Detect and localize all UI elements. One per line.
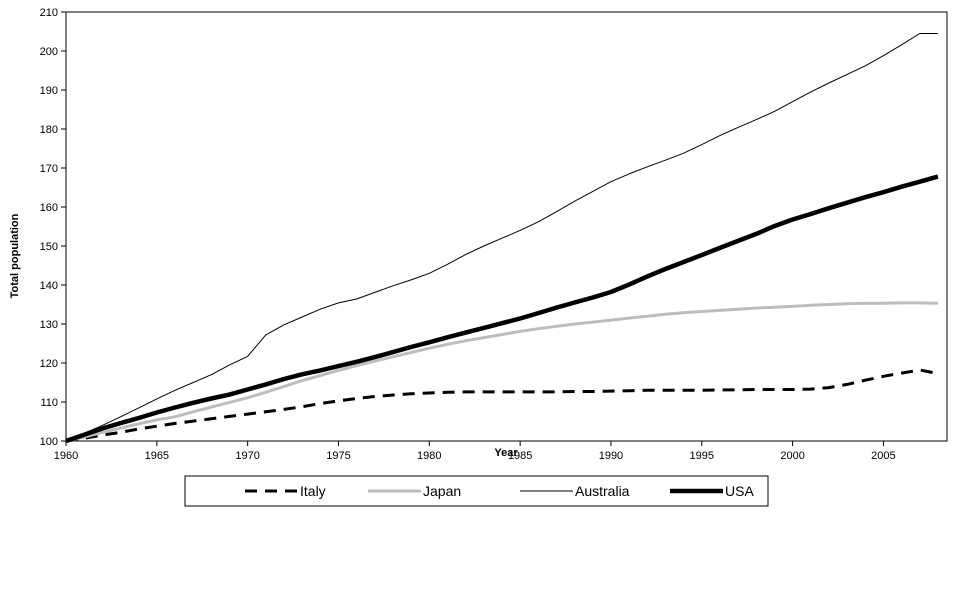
y-tick-label: 210 — [40, 7, 58, 19]
y-tick-label: 110 — [40, 397, 58, 409]
y-tick-label: 100 — [40, 436, 58, 448]
x-tick-label: 1970 — [235, 450, 259, 462]
y-axis-title: Total population — [9, 213, 21, 298]
y-tick-label: 150 — [40, 241, 58, 253]
y-tick-label: 120 — [40, 358, 58, 370]
x-tick-label: 1965 — [145, 450, 169, 462]
plot-border — [65, 11, 948, 442]
x-tick-label: 1975 — [326, 450, 350, 462]
y-axis-ticks: 100 110 120 130 140 150 160 170 180 190 200 210 — [40, 7, 66, 448]
series-line-japan — [65, 301, 938, 443]
series-line-italy — [65, 368, 939, 443]
legend-label-australia: Australia — [575, 483, 630, 499]
series-line-australia — [65, 33, 938, 442]
series-line-usa — [65, 174, 939, 444]
x-tick-label: 1985 — [508, 450, 532, 462]
y-tick-label: 200 — [40, 46, 58, 58]
legend: Italy Japan Australia USA — [184, 475, 769, 507]
x-axis-title: Year — [494, 447, 518, 459]
plot-area — [65, 11, 948, 442]
x-tick-label: 2005 — [871, 450, 895, 462]
x-axis-ticks: 1960 1965 1970 1975 1980 1985 1990 1995 2000 2005 — [54, 441, 896, 462]
x-tick-label: 1995 — [690, 450, 714, 462]
x-tick-label: 2000 — [780, 450, 804, 462]
x-tick-label: 1990 — [599, 450, 623, 462]
y-tick-label: 140 — [40, 280, 58, 292]
legend-label-usa: USA — [725, 483, 754, 499]
y-tick-label: 160 — [40, 202, 58, 214]
y-tick-label: 130 — [40, 319, 58, 331]
legend-label-italy: Italy — [300, 483, 326, 499]
x-tick-label: 1960 — [54, 450, 78, 462]
series-lines — [65, 33, 939, 444]
y-tick-label: 190 — [40, 85, 58, 97]
y-tick-label: 170 — [40, 163, 58, 175]
x-tick-label: 1980 — [417, 450, 441, 462]
y-tick-label: 180 — [40, 124, 58, 136]
legend-label-japan: Japan — [423, 483, 461, 499]
